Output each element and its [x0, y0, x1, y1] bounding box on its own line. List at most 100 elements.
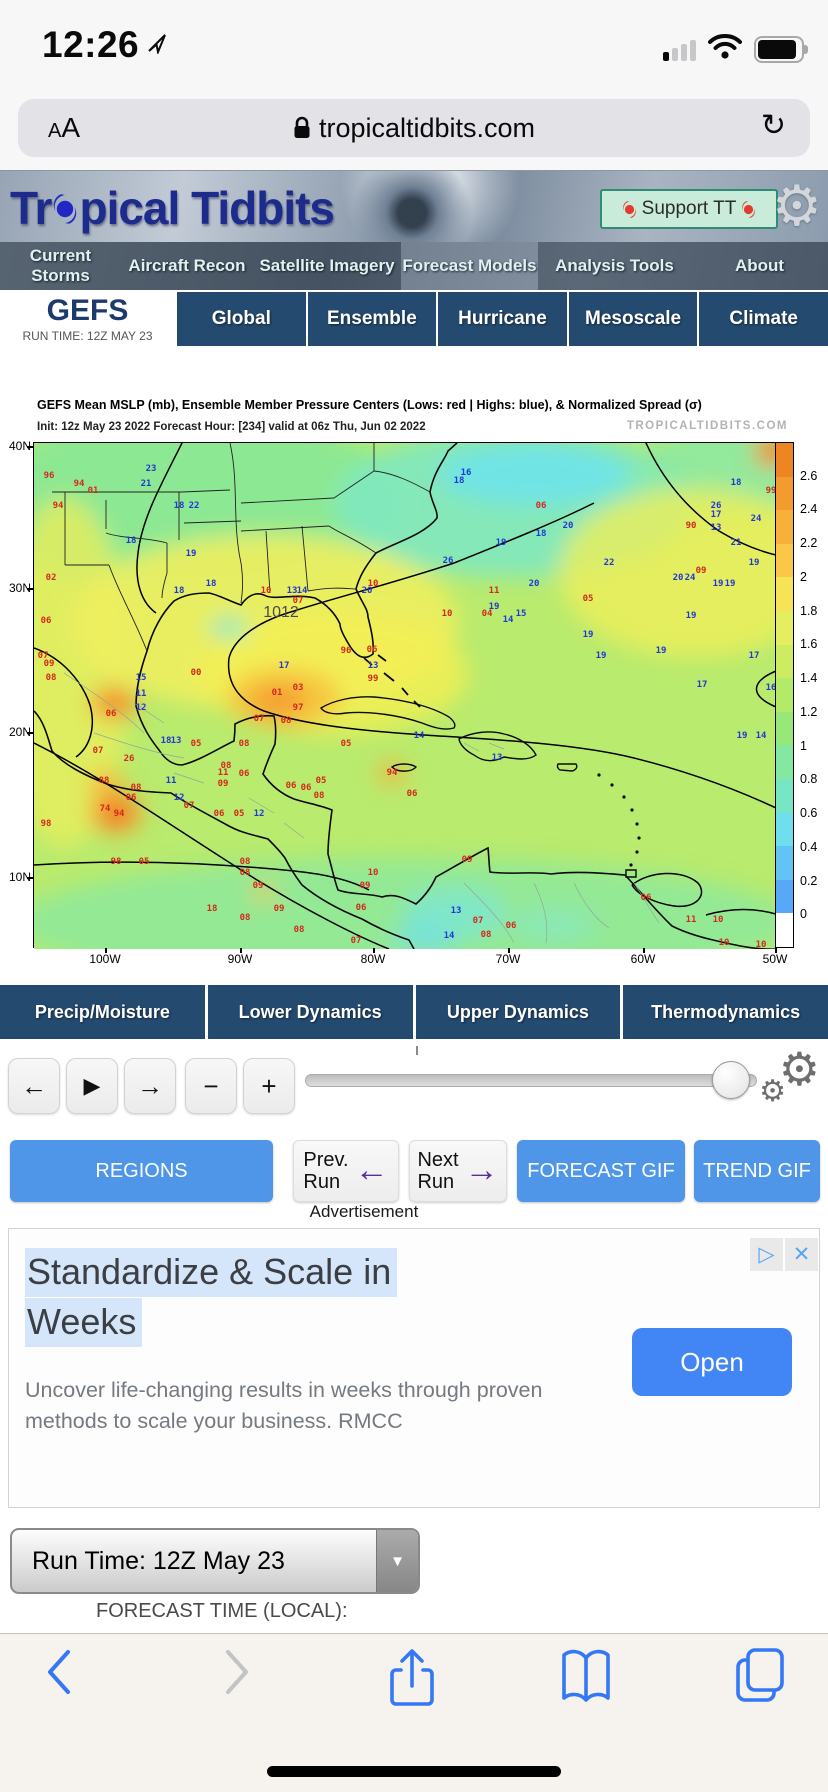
- tabs-icon[interactable]: [732, 1646, 790, 1711]
- high-center: 18: [173, 501, 185, 511]
- forecast-map[interactable]: 96 94 01 94 02 10 06 07 09 08 07 00 96 99 03 01 97 07 08 06…: [33, 442, 777, 950]
- high-center: 16: [765, 683, 777, 693]
- low-center: 97: [292, 703, 304, 713]
- high-center: 17: [278, 661, 290, 671]
- low-center: 07: [37, 651, 49, 661]
- home-indicator[interactable]: [267, 1766, 561, 1777]
- low-center: 98: [40, 819, 52, 829]
- tab-ensemble[interactable]: Ensemble: [305, 292, 437, 346]
- url-field[interactable]: AA tropicaltidbits.com ↻: [18, 99, 810, 157]
- forecast-gif-button[interactable]: FORECAST GIF: [517, 1140, 685, 1202]
- high-center: 14: [443, 931, 455, 941]
- adchoices-icon[interactable]: ▷: [750, 1238, 783, 1271]
- nav-aircraft-recon[interactable]: Aircraft Recon: [121, 242, 253, 290]
- prev-run-label: Prev. Run: [303, 1149, 349, 1193]
- dropdown-arrow-icon: ▼: [376, 1530, 418, 1592]
- ad-close-icon[interactable]: ✕: [785, 1238, 818, 1271]
- low-center: 08: [480, 930, 492, 940]
- high-center: 19: [582, 630, 594, 640]
- high-center: 26: [442, 556, 454, 566]
- back-button[interactable]: [40, 1646, 76, 1703]
- model-name: GEFS: [46, 294, 129, 327]
- high-center: 13: [286, 586, 298, 596]
- nav-about[interactable]: About: [691, 242, 828, 290]
- low-center: 99: [367, 674, 379, 684]
- site-logo[interactable]: Tr pical Tidbits: [10, 179, 335, 237]
- tab-thermodynamics[interactable]: Thermodynamics: [623, 985, 828, 1039]
- high-center: 19: [488, 602, 500, 612]
- refresh-button[interactable]: ↻: [760, 109, 786, 142]
- low-center: 05: [340, 739, 352, 749]
- low-center: 10: [441, 609, 453, 619]
- advertisement[interactable]: ▷ ✕ Standardize & Scale in Weeks Open Un…: [8, 1228, 820, 1508]
- high-center: 20: [562, 521, 574, 531]
- run-time-select[interactable]: Run Time: 12Z May 23 ▼: [10, 1528, 420, 1594]
- hurricane-icon: [742, 200, 756, 218]
- high-center: 17: [696, 680, 708, 690]
- advertisement-label: Advertisement: [309, 1202, 419, 1221]
- low-center: 06: [40, 616, 52, 626]
- step-forward-button[interactable]: →: [124, 1058, 176, 1114]
- high-center: 13: [491, 753, 503, 763]
- lon-label: 60W: [630, 952, 656, 966]
- share-icon[interactable]: [385, 1646, 439, 1715]
- colorbar-tick-label: 0.4: [800, 839, 818, 854]
- support-tt-button[interactable]: Support TT: [600, 189, 778, 229]
- tab-climate[interactable]: Climate: [697, 292, 828, 346]
- ad-body-text: Uncover life-changing results in weeks t…: [25, 1378, 543, 1434]
- bookmarks-icon[interactable]: [558, 1646, 614, 1711]
- nav-forecast-models[interactable]: Forecast Models: [401, 242, 538, 290]
- url-text: tropicaltidbits.com: [318, 112, 536, 143]
- high-center: 13: [170, 736, 182, 746]
- high-center: 18: [205, 579, 217, 589]
- low-center: 08: [239, 868, 251, 878]
- high-center: 13: [367, 661, 379, 671]
- tab-hurricane[interactable]: Hurricane: [436, 292, 567, 346]
- tab-lower-dynamics[interactable]: Lower Dynamics: [207, 985, 413, 1039]
- nav-current-storms[interactable]: Current Storms: [0, 242, 121, 290]
- tab-precip-moisture[interactable]: Precip/Moisture: [0, 985, 205, 1039]
- high-center: 14: [502, 615, 514, 625]
- nav-satellite-imagery[interactable]: Satellite Imagery: [253, 242, 401, 290]
- play-button[interactable]: ▶: [66, 1058, 118, 1114]
- regions-button[interactable]: REGIONS: [10, 1140, 273, 1202]
- safari-toolbar: [0, 1633, 828, 1792]
- tab-upper-dynamics[interactable]: Upper Dynamics: [415, 985, 621, 1039]
- low-center: 06: [213, 809, 225, 819]
- prev-run-button[interactable]: Prev. Run ←: [293, 1140, 399, 1202]
- low-center: 10: [718, 938, 730, 948]
- nav-analysis-tools[interactable]: Analysis Tools: [538, 242, 691, 290]
- low-center: 06: [355, 903, 367, 913]
- map-graphic: [34, 443, 776, 949]
- frame-slider-handle[interactable]: [712, 1061, 750, 1099]
- high-center: 20: [672, 573, 684, 583]
- ad-open-button[interactable]: Open: [632, 1328, 792, 1396]
- ad-headline-line1: Standardize & Scale in: [25, 1248, 398, 1297]
- settings-gear-icon[interactable]: ⚙: [771, 174, 822, 237]
- forward-button[interactable]: [218, 1646, 254, 1703]
- colorbar-tick-label: 0: [800, 907, 807, 922]
- lon-label: 100W: [89, 952, 121, 966]
- tab-global[interactable]: Global: [175, 292, 306, 346]
- forecast-time-label: FORECAST TIME (LOCAL):: [96, 1600, 348, 1622]
- step-back-button[interactable]: ←: [8, 1058, 60, 1114]
- zoom-out-button[interactable]: −: [185, 1058, 237, 1114]
- low-center: 09: [252, 881, 264, 891]
- colorbar-tick-label: 0.8: [800, 772, 818, 787]
- zoom-in-button[interactable]: +: [243, 1058, 295, 1114]
- next-run-button[interactable]: Next Run →: [409, 1140, 507, 1202]
- frame-slider[interactable]: [305, 1074, 757, 1087]
- high-center: 12: [173, 793, 185, 803]
- settings-gears-icon[interactable]: ⚙ ⚙: [759, 1043, 820, 1108]
- high-center: 18: [125, 536, 137, 546]
- low-center: 08: [239, 913, 251, 923]
- reader-text-size-button[interactable]: AA: [48, 112, 81, 143]
- slider-tick: [416, 1046, 418, 1055]
- trend-gif-button[interactable]: TREND GIF: [694, 1140, 820, 1202]
- high-center: 18: [160, 736, 172, 746]
- colorbar-tick-label: 1.2: [800, 704, 818, 719]
- colorbar: [775, 442, 794, 948]
- tab-mesoscale[interactable]: Mesoscale: [566, 292, 698, 346]
- low-center: 09: [43, 659, 55, 669]
- low-center: 09: [695, 566, 707, 576]
